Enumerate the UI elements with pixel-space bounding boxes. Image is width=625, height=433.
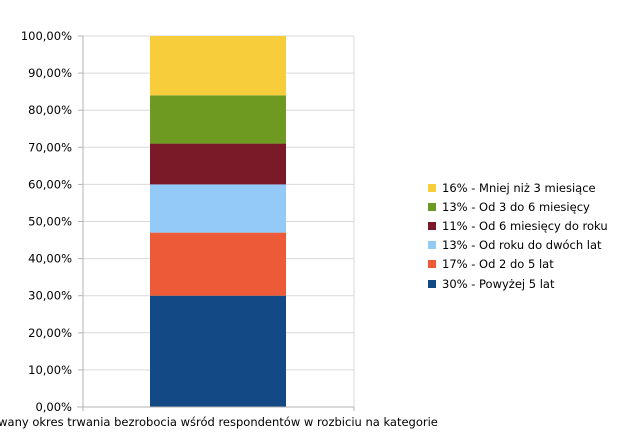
y-tick-label: 40,00% (28, 252, 72, 266)
bar-segment (150, 295, 286, 407)
legend-swatch (428, 202, 436, 211)
legend-label: 17% - Od 2 do 5 lat (442, 257, 554, 272)
bar-segment (150, 36, 286, 96)
y-tick-label: 30,00% (28, 289, 72, 303)
y-tick-label: 70,00% (28, 140, 72, 154)
y-tick-label: 100,00% (21, 29, 72, 43)
legend-swatch (428, 241, 436, 250)
y-tick-label: 10,00% (28, 363, 72, 377)
legend-item: 11% - Od 6 miesięcy do roku (428, 216, 608, 235)
legend-item: 13% - Od roku do dwóch lat (428, 236, 608, 255)
y-tick-label: 80,00% (28, 103, 72, 117)
bar-segment (150, 184, 286, 233)
category-label: wany okres trwania bezrobocia wśród resp… (0, 415, 438, 429)
legend: 16% - Mniej niż 3 miesiące 13% - Od 3 do … (428, 178, 608, 293)
y-tick-label: 20,00% (28, 326, 72, 340)
legend-swatch (428, 279, 436, 288)
legend-label: 30% - Powyżej 5 lat (442, 276, 555, 291)
legend-swatch (428, 183, 436, 192)
bar-segment (150, 232, 286, 296)
y-tick-label: 90,00% (28, 66, 72, 80)
y-tick-label: 0,00% (35, 400, 72, 414)
legend-swatch (428, 260, 436, 269)
y-tick-label: 50,00% (28, 215, 72, 229)
legend-item: 13% - Od 3 do 6 miesięcy (428, 197, 608, 216)
legend-item: 16% - Mniej niż 3 miesiące (428, 178, 608, 197)
y-tick-label: 60,00% (28, 177, 72, 191)
legend-swatch (428, 221, 436, 230)
axes (77, 35, 355, 411)
stacked-bar (150, 36, 286, 407)
legend-label: 11% - Od 6 miesięcy do roku (442, 218, 608, 233)
y-axis-tick-labels: 0,00% 10,00% 20,00% 30,00% 40,00% 50,00% 60,00… (21, 29, 72, 414)
legend-item: 17% - Od 2 do 5 lat (428, 255, 608, 274)
legend-item: 30% - Powyżej 5 lat (428, 274, 608, 293)
legend-label: 13% - Od roku do dwóch lat (442, 238, 602, 253)
bar-segment (150, 95, 286, 144)
bar-segment (150, 143, 286, 185)
legend-label: 13% - Od 3 do 6 miesięcy (442, 199, 590, 214)
legend-label: 16% - Mniej niż 3 miesiące (442, 180, 596, 195)
